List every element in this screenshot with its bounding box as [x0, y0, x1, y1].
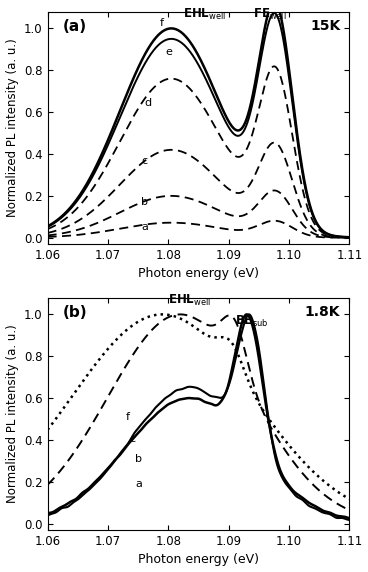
Text: a: a [141, 223, 148, 232]
Text: a: a [135, 479, 142, 489]
Text: BE$_{\rm sub}$: BE$_{\rm sub}$ [235, 314, 268, 329]
Text: (b): (b) [63, 305, 87, 320]
Y-axis label: Normalized PL intensity (a. u.): Normalized PL intensity (a. u.) [6, 324, 18, 503]
X-axis label: Photon energy (eV): Photon energy (eV) [138, 268, 259, 280]
Text: c: c [129, 434, 135, 444]
Y-axis label: Normalized PL intensity (a. u.): Normalized PL intensity (a. u.) [6, 38, 18, 217]
Text: b: b [135, 454, 142, 464]
Text: (a): (a) [63, 19, 87, 34]
Text: EHL$_{\rm well}$: EHL$_{\rm well}$ [168, 293, 211, 308]
Text: f: f [126, 412, 130, 422]
Text: 15K: 15K [310, 19, 340, 33]
Text: EHL$_{\rm well}$: EHL$_{\rm well}$ [183, 7, 226, 22]
Text: b: b [141, 197, 148, 207]
Text: FE$_{\rm well}$: FE$_{\rm well}$ [253, 7, 287, 22]
Text: f: f [159, 18, 163, 28]
Text: 1.8K: 1.8K [305, 305, 340, 319]
Text: d: d [144, 98, 151, 108]
X-axis label: Photon energy (eV): Photon energy (eV) [138, 554, 259, 566]
Text: e: e [165, 46, 172, 57]
Text: c: c [141, 157, 147, 166]
